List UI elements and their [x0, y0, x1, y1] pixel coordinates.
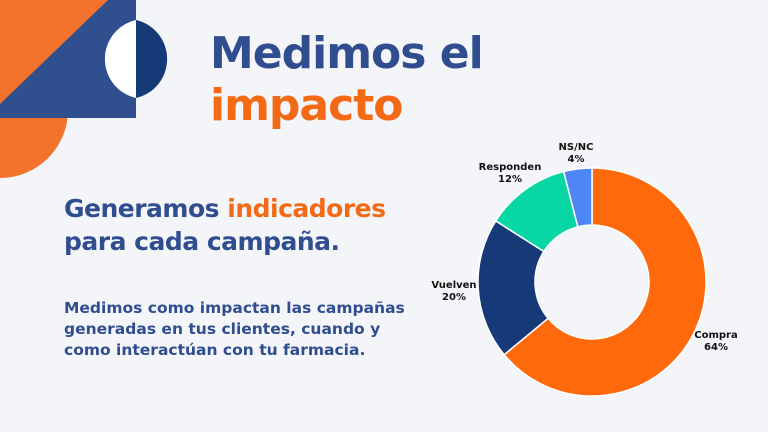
- orange-triangle: [0, 0, 108, 104]
- slice-vuelven: [477, 219, 550, 356]
- body-text: Medimos como impactan las campañas gener…: [64, 299, 405, 359]
- navy-half-circle: [136, 20, 168, 98]
- subtitle-highlight: indicadores: [227, 194, 386, 223]
- slice-value-2: 20%: [442, 292, 466, 303]
- corner-decoration: [0, 0, 168, 178]
- slice-value-3: 12%: [498, 174, 522, 185]
- slide-title: Medimos el impacto: [210, 28, 484, 132]
- subtitle-line-2: para cada campaña.: [64, 227, 340, 256]
- title-line-2: impacto: [210, 80, 403, 131]
- slice-label-1: Compra: [694, 330, 737, 341]
- subtitle-part-1: Generamos: [64, 194, 228, 223]
- slide-subtitle: Generamos indicadores para cada campaña.: [64, 192, 386, 258]
- slice-value-1: 64%: [704, 342, 728, 353]
- title-line-1: Medimos el: [210, 28, 484, 79]
- slice-label-4: NS/NC: [559, 142, 594, 153]
- slice-compra: [503, 167, 707, 397]
- slice-label-3: Responden: [479, 162, 542, 173]
- slice-label-2: Vuelven: [431, 280, 476, 291]
- white-half-circle: [104, 20, 136, 98]
- slice-ns-nc: [562, 167, 593, 228]
- slice-value-4: 4%: [568, 154, 585, 165]
